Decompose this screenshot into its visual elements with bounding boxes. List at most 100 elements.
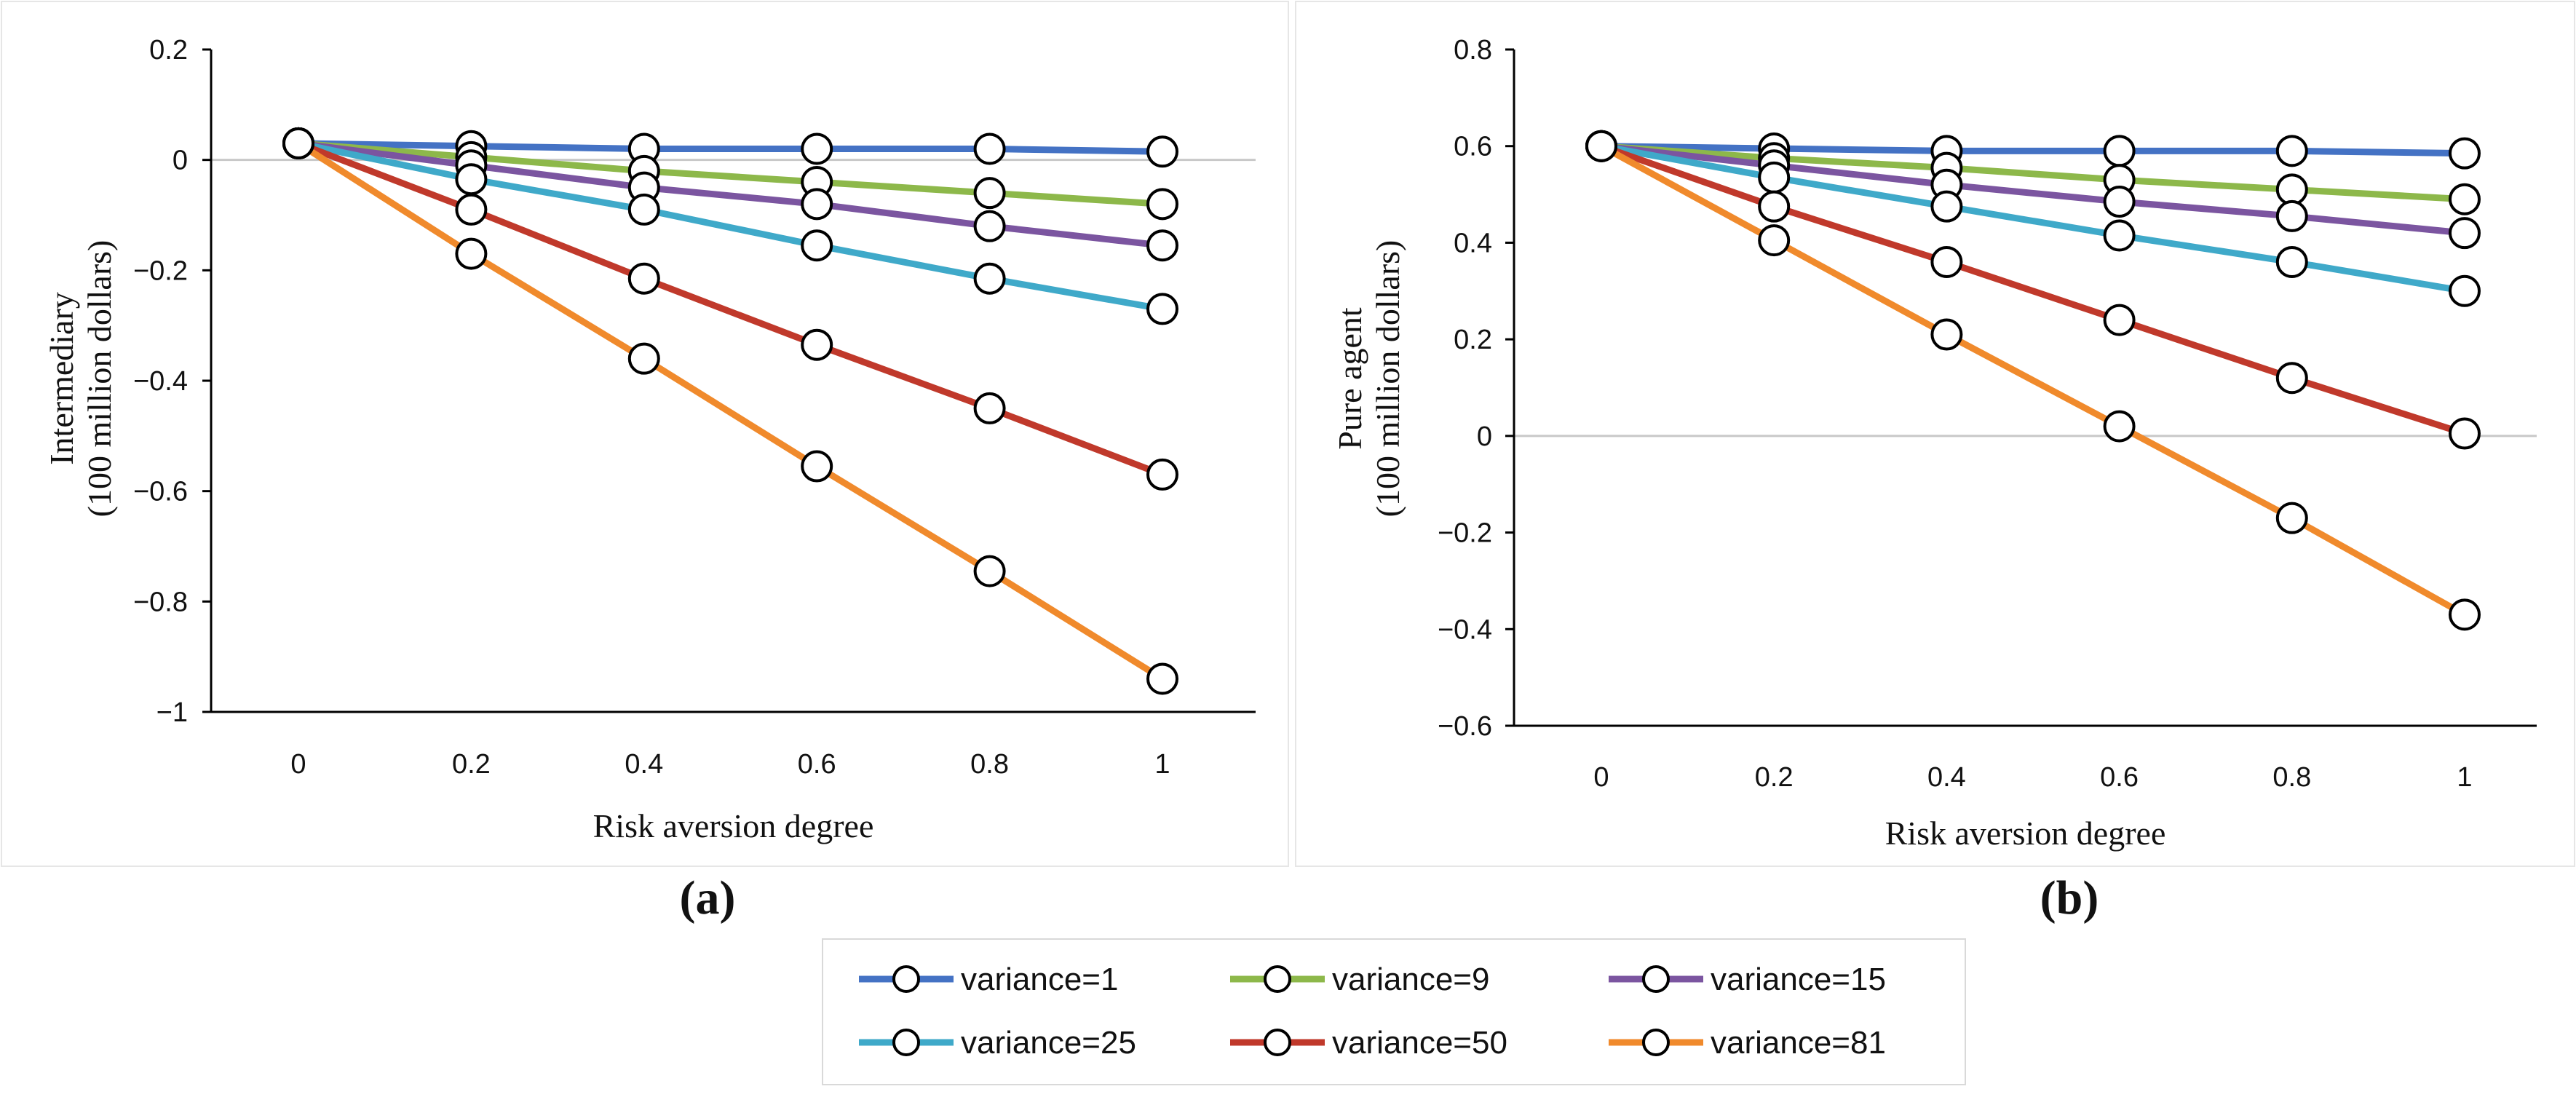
data-point-variance-15 <box>801 188 833 221</box>
data-point-variance-50 <box>1758 190 1791 223</box>
data-point-variance-1 <box>2275 135 2308 167</box>
y-tick-label: −0.6 <box>133 477 188 507</box>
data-point-variance-1 <box>801 132 833 165</box>
y-tick-label: 0.6 <box>1454 132 1492 162</box>
data-point-variance-9 <box>2275 173 2308 206</box>
legend-label: variance=15 <box>1711 962 1886 997</box>
series-line-variance-15 <box>1598 143 2468 237</box>
series-line-variance-1 <box>295 140 1166 155</box>
x-tick-label: 0.2 <box>452 749 491 780</box>
series-line-variance-25 <box>295 140 1166 312</box>
y-axis-title: Intermediary(100 million dollars) <box>43 240 118 518</box>
data-point-variance-81 <box>1930 318 1963 351</box>
x-tick-label: 0.2 <box>1755 762 1794 793</box>
data-point-variance-50 <box>455 193 488 226</box>
legend-label: variance=81 <box>1711 1025 1886 1061</box>
legend-label: variance=9 <box>1332 962 1489 997</box>
panel-b-chart: 0.8 0.6 0.4 0.2 0 −0.2 −0.4 −0.6 0 0.2 0.4 0.6 0.8 1 R… <box>1331 35 2537 852</box>
data-point-variance-50 <box>973 392 1006 424</box>
panel-a-label: (a) <box>680 871 736 924</box>
data-point-variance-25 <box>2449 274 2481 307</box>
data-point-variance-25 <box>627 193 660 226</box>
data-point-variance-9 <box>2449 183 2481 215</box>
series-line-variance-9 <box>295 140 1166 207</box>
data-point-variance-81 <box>1146 662 1178 695</box>
legend-item-variance-9: variance=9 <box>1230 962 1489 997</box>
y-axis-title-line: (100 million dollars) <box>1369 240 1406 518</box>
panel-b-label: (b) <box>2040 871 2099 924</box>
x-tick-label: 0.4 <box>1927 762 1966 793</box>
data-point-variance-25 <box>973 262 1006 295</box>
series-line-variance-81 <box>295 140 1166 682</box>
data-point-variance-81 <box>801 450 833 483</box>
x-tick-label: 1 <box>2457 762 2472 793</box>
data-point-variance-81 <box>627 342 660 375</box>
data-point-variance-50 <box>627 262 660 295</box>
y-tick-label: −0.2 <box>1438 518 1492 549</box>
legend-swatch-marker <box>1642 965 1670 993</box>
x-tick-label: 1 <box>1154 749 1170 780</box>
data-point-variance-15 <box>1146 229 1178 262</box>
data-point-variance-50 <box>2275 362 2308 395</box>
legend-swatch-marker <box>892 965 920 993</box>
series-line-variance-50 <box>1598 143 2468 437</box>
data-point-variance-15 <box>2449 217 2481 250</box>
data-point-variance-25 <box>1930 190 1963 223</box>
panel-a-frame <box>1 1 1289 867</box>
legend-swatch-marker <box>1642 1029 1670 1056</box>
data-point-variance-25 <box>1146 293 1178 325</box>
data-point-variance-25 <box>1758 161 1791 194</box>
data-point-variance-25 <box>2275 245 2308 278</box>
data-point-variance-50 <box>1146 458 1178 491</box>
x-axis-title: Risk aversion degree <box>593 807 874 844</box>
y-axis-title: Pure agent(100 million dollars) <box>1331 240 1406 518</box>
legend-item-variance-1: variance=1 <box>859 962 1118 997</box>
data-point-variance-81 <box>455 237 488 270</box>
data-point-variance-81 <box>282 127 314 159</box>
y-tick-label: 0 <box>1477 421 1492 452</box>
legend: variance=1 variance=9 variance=15 variance=… <box>822 938 1966 1085</box>
series-line-variance-1 <box>1598 143 2468 157</box>
data-point-variance-81 <box>2103 410 2136 443</box>
x-tick-label: 0 <box>1593 762 1609 793</box>
x-tick-label: 0.6 <box>2100 762 2139 793</box>
series-line-variance-15 <box>295 140 1166 249</box>
y-tick-label: −0.8 <box>133 587 188 617</box>
data-point-variance-81 <box>2449 598 2481 631</box>
legend-swatch-marker <box>1264 1029 1291 1056</box>
x-tick-label: 0.4 <box>625 749 663 780</box>
data-point-variance-25 <box>2103 219 2136 252</box>
series-line-variance-81 <box>1598 143 2468 618</box>
data-point-variance-15 <box>2275 199 2308 232</box>
legend-swatch-marker <box>1264 965 1291 993</box>
data-point-variance-9 <box>973 177 1006 210</box>
data-point-variance-50 <box>2449 417 2481 450</box>
data-point-variance-25 <box>801 229 833 262</box>
legend-label: variance=25 <box>961 1025 1136 1061</box>
data-point-variance-15 <box>973 210 1006 242</box>
y-axis-title-line: Intermediary <box>43 292 80 465</box>
series-line-variance-50 <box>295 140 1166 478</box>
y-tick-label: 0 <box>173 146 188 176</box>
data-point-variance-81 <box>1585 130 1617 162</box>
y-tick-label: 0.4 <box>1454 228 1492 258</box>
x-tick-label: 0.8 <box>2272 762 2311 793</box>
data-point-variance-81 <box>1758 224 1791 257</box>
legend-label: variance=1 <box>961 962 1118 997</box>
legend-box <box>822 938 1966 1085</box>
series-line-variance-25 <box>1598 143 2468 295</box>
data-point-variance-81 <box>973 555 1006 587</box>
data-point-variance-15 <box>2103 186 2136 218</box>
y-tick-label: 0.2 <box>1454 325 1492 355</box>
data-point-variance-1 <box>2449 137 2481 170</box>
y-tick-label: −0.4 <box>133 366 188 397</box>
x-tick-label: 0.8 <box>970 749 1009 780</box>
data-point-variance-1 <box>1146 135 1178 168</box>
data-point-variance-9 <box>1146 188 1178 221</box>
series-line-variance-9 <box>1598 143 2468 203</box>
data-point-variance-50 <box>1930 245 1963 278</box>
data-point-variance-1 <box>973 132 1006 165</box>
data-point-variance-25 <box>455 163 488 196</box>
y-axis-title-line: Pure agent <box>1331 307 1368 450</box>
